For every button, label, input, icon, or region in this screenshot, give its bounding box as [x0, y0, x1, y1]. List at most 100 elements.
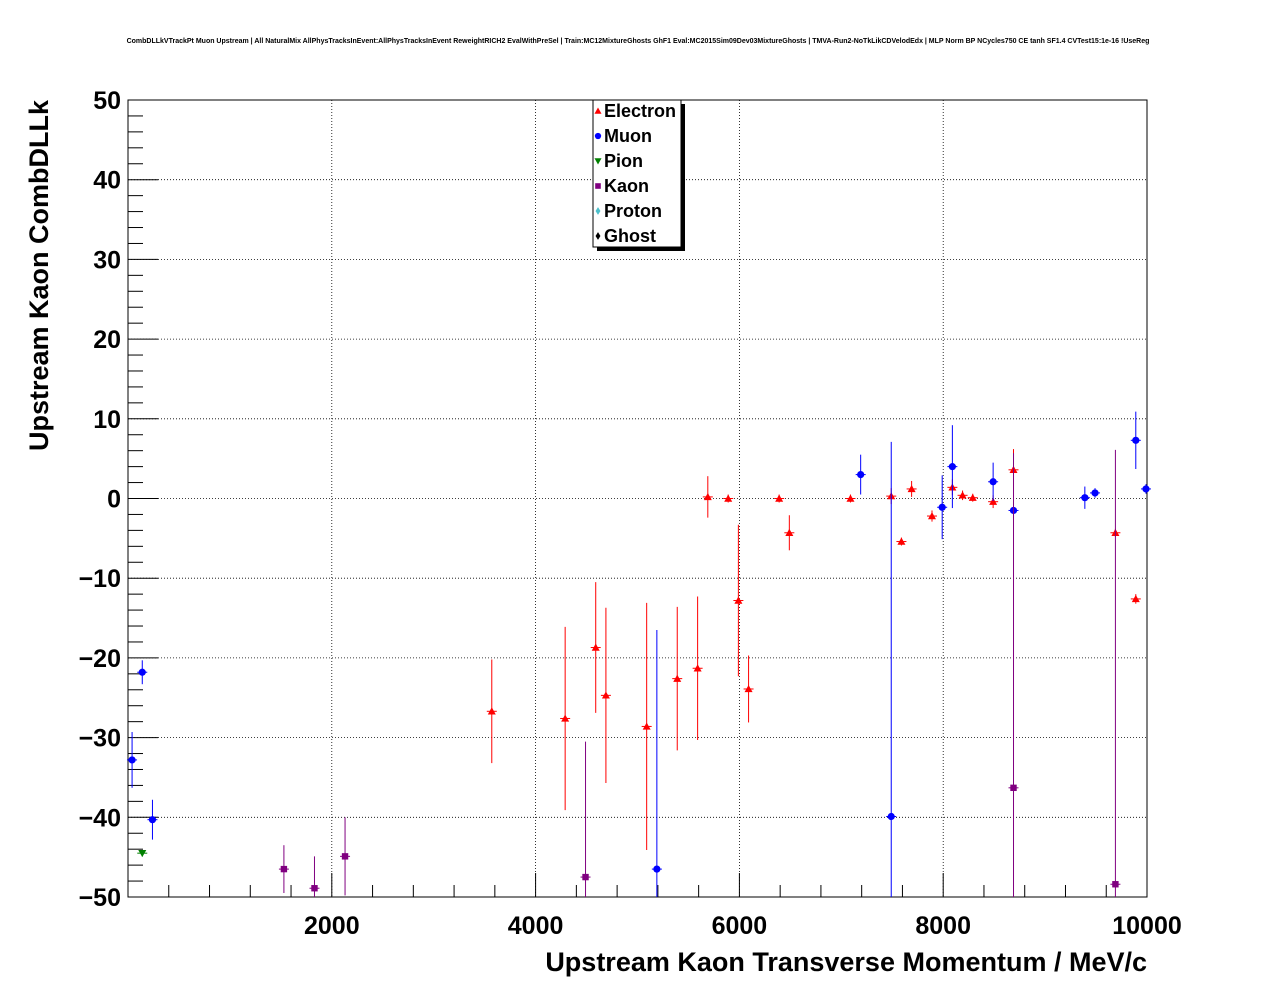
legend-ghost-label: Ghost — [604, 226, 656, 246]
legend-box — [592, 99, 682, 248]
y-tick-label: 50 — [93, 87, 121, 115]
muon-point — [651, 630, 662, 897]
muon-marker — [128, 756, 136, 764]
x-axis-title: Upstream Kaon Transverse Momentum / MeV/… — [545, 947, 1147, 977]
legend-proton-marker — [595, 207, 601, 215]
legend-electron-marker — [594, 107, 602, 114]
electron-marker — [673, 674, 682, 682]
y-axis-title: Upstream Kaon CombDLLk — [24, 99, 54, 451]
muon-marker — [887, 812, 895, 821]
muon-marker — [1081, 494, 1089, 502]
legend-electron-label: Electron — [604, 101, 676, 121]
electron-point — [723, 494, 734, 503]
electron-marker — [561, 714, 570, 722]
kaon-point — [278, 845, 289, 894]
muon-point — [855, 454, 866, 495]
kaon-marker — [311, 885, 318, 892]
electron-point — [560, 626, 571, 811]
pion-point — [137, 849, 148, 858]
legend-proton-label: Proton — [604, 201, 662, 221]
axis-ticks — [127, 99, 1148, 898]
electron-point — [1130, 594, 1141, 604]
legend-muon-label: Muon — [604, 126, 652, 146]
legend-entries: Electron Muon Pion Kaon Proton Ghost — [594, 101, 676, 246]
chart-title: CombDLLkVTrackPt Muon Upstream | All Nat… — [127, 38, 1150, 45]
kaon-marker — [582, 873, 589, 881]
electron-marker — [591, 643, 600, 651]
electron-marker — [601, 691, 610, 699]
x-tick-label: 10000 — [1112, 912, 1182, 940]
electron-point — [774, 494, 785, 503]
electron-point — [926, 510, 937, 522]
legend-kaon-label: Kaon — [604, 176, 649, 196]
electron-marker — [703, 492, 712, 501]
electron-marker — [1131, 594, 1140, 603]
electron-marker — [724, 494, 733, 502]
electron-point — [672, 606, 683, 751]
kaon-point — [1110, 449, 1121, 897]
kaon-point — [309, 856, 320, 897]
series-pion — [137, 849, 148, 858]
muon-point — [1130, 411, 1141, 470]
electron-point — [486, 659, 497, 764]
muon-point — [1090, 488, 1101, 498]
series-muon — [127, 411, 1151, 897]
electron-marker — [734, 596, 743, 604]
x-tick-label: 8000 — [915, 912, 971, 940]
electron-marker — [968, 493, 977, 501]
electron-marker — [897, 537, 906, 545]
electron-point — [906, 480, 917, 497]
electron-point — [957, 490, 968, 501]
y-tick-label: −40 — [79, 804, 121, 832]
y-tick-label: −20 — [79, 645, 121, 673]
data-points — [127, 411, 1151, 897]
legend-entry-proton: Proton — [595, 201, 662, 221]
electron-marker — [927, 512, 936, 520]
muon-point — [147, 799, 158, 840]
legend-entry-pion: Pion — [594, 151, 643, 171]
series-kaon — [278, 449, 1121, 897]
muon-marker — [1091, 489, 1099, 497]
y-tick-label: 30 — [93, 246, 121, 274]
legend-entry-electron: Electron — [594, 101, 676, 121]
muon-point — [988, 462, 999, 501]
muon-point — [1140, 484, 1151, 494]
legend-kaon-marker — [595, 183, 601, 189]
electron-point — [845, 494, 856, 503]
muon-marker — [1132, 436, 1140, 444]
muon-marker — [148, 816, 157, 824]
muon-marker — [653, 865, 661, 873]
legend-muon-marker — [594, 132, 602, 140]
y-tick-label: 10 — [93, 406, 121, 434]
y-tick-label: −10 — [79, 565, 121, 593]
electron-point — [967, 493, 978, 502]
legend-entry-ghost: Ghost — [595, 226, 656, 246]
muon-point — [947, 425, 958, 509]
series-electron — [486, 449, 1141, 850]
legend-entry-kaon: Kaon — [595, 176, 649, 196]
y-tick-label: −30 — [79, 725, 121, 753]
legend: Electron Muon Pion Kaon Proton Ghost — [592, 99, 685, 251]
kaon-marker — [1112, 881, 1119, 888]
kaon-point — [340, 817, 351, 896]
legend-ghost-marker — [595, 232, 601, 240]
electron-marker — [775, 494, 784, 502]
x-tick-label: 6000 — [712, 912, 768, 940]
legend-entry-muon: Muon — [594, 126, 652, 146]
muon-point — [886, 441, 897, 897]
electron-marker — [907, 484, 916, 493]
electron-marker — [487, 707, 496, 715]
kaon-point — [580, 741, 591, 897]
kaon-marker — [1010, 784, 1017, 792]
muon-marker — [938, 503, 946, 511]
muon-point — [137, 660, 148, 685]
muon-marker — [138, 668, 146, 676]
electron-point — [702, 476, 713, 518]
electron-marker — [846, 494, 855, 502]
muon-point — [127, 732, 138, 788]
y-tick-label: 40 — [93, 167, 121, 195]
electron-marker — [785, 528, 794, 536]
kaon-marker — [341, 853, 349, 860]
muon-marker — [989, 478, 997, 486]
